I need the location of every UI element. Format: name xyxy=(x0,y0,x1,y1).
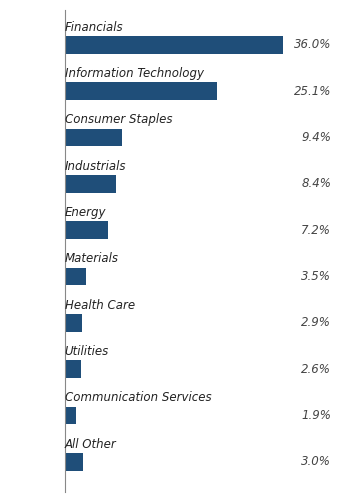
Text: Utilities: Utilities xyxy=(65,345,109,358)
Text: 2.6%: 2.6% xyxy=(301,363,331,376)
Bar xyxy=(65,360,81,378)
Text: Information Technology: Information Technology xyxy=(65,67,204,80)
Bar xyxy=(65,221,108,239)
Text: Industrials: Industrials xyxy=(65,160,126,172)
Text: Materials: Materials xyxy=(65,252,119,265)
Text: Consumer Staples: Consumer Staples xyxy=(65,113,172,126)
Text: 3.5%: 3.5% xyxy=(301,270,331,283)
Bar xyxy=(65,82,217,100)
Text: Energy: Energy xyxy=(65,206,106,219)
Text: All Other: All Other xyxy=(65,438,117,451)
Bar xyxy=(65,129,122,146)
Text: 1.9%: 1.9% xyxy=(301,409,331,422)
Text: 25.1%: 25.1% xyxy=(294,84,331,97)
Bar xyxy=(65,268,86,285)
Bar xyxy=(65,314,82,331)
Bar xyxy=(65,453,83,471)
Bar xyxy=(65,36,283,54)
Text: Communication Services: Communication Services xyxy=(65,392,211,405)
Text: 36.0%: 36.0% xyxy=(294,38,331,51)
Text: 2.9%: 2.9% xyxy=(301,316,331,330)
Bar xyxy=(65,175,116,192)
Text: 3.0%: 3.0% xyxy=(301,455,331,468)
Text: Financials: Financials xyxy=(65,20,123,34)
Text: 9.4%: 9.4% xyxy=(301,131,331,144)
Text: 7.2%: 7.2% xyxy=(301,224,331,237)
Text: 8.4%: 8.4% xyxy=(301,177,331,190)
Bar xyxy=(65,407,76,424)
Text: Health Care: Health Care xyxy=(65,299,135,312)
